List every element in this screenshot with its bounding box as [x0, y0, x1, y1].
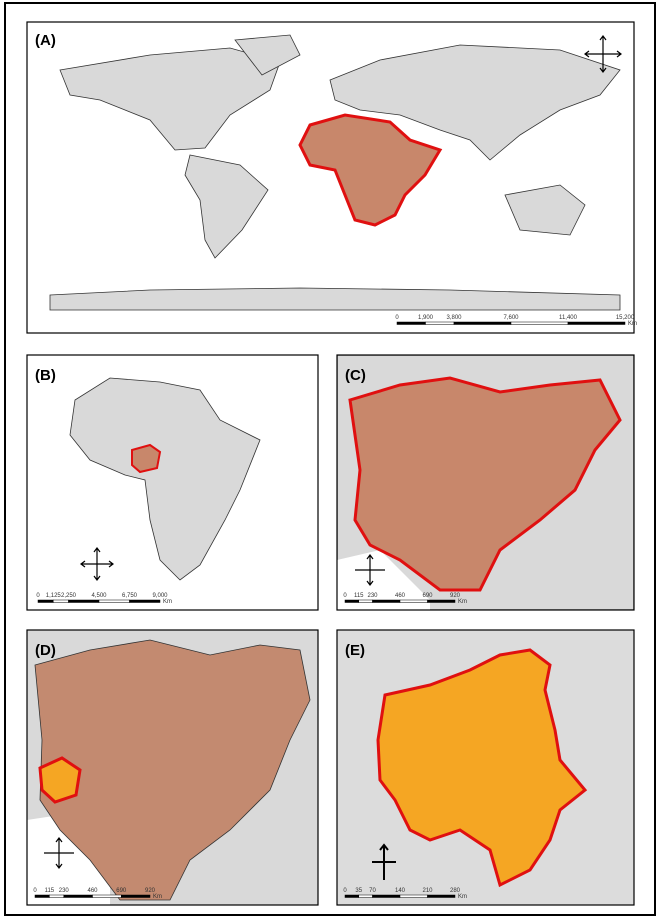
- panel-c: [337, 355, 634, 610]
- scale-label: 690: [116, 888, 127, 894]
- panel-label: (A): [35, 32, 56, 49]
- scale-label: 15,200: [616, 315, 635, 321]
- panel-d: [27, 630, 318, 905]
- scale-unit: Km: [458, 599, 467, 605]
- scale-label: 230: [367, 593, 378, 599]
- scale-segment: [453, 321, 512, 325]
- scale-segment: [372, 599, 401, 603]
- scale-segment: [92, 894, 122, 898]
- scale-label: 3,800: [446, 315, 462, 321]
- scale-label: 230: [59, 888, 70, 894]
- north-arrow: [584, 35, 622, 73]
- panel-e: [337, 630, 634, 905]
- scale-label: 4,500: [91, 593, 107, 599]
- scale-label: 35: [355, 888, 362, 894]
- scale-label: 920: [450, 593, 461, 599]
- scale-segment: [68, 599, 100, 603]
- scale-unit: Km: [628, 321, 637, 327]
- scale-label: 140: [395, 888, 406, 894]
- scale-label: 1,125: [46, 593, 62, 599]
- panel-label: (C): [345, 367, 366, 384]
- scale-segment: [129, 599, 161, 603]
- north-arrow: [372, 843, 396, 880]
- scale-segment: [121, 894, 151, 898]
- scale-segment: [344, 599, 359, 603]
- scale-label: 70: [369, 888, 376, 894]
- panel-label: (E): [345, 642, 365, 659]
- scale-label: 0: [33, 888, 37, 894]
- scale-label: 0: [36, 593, 40, 599]
- scale-label: 460: [395, 593, 406, 599]
- scale-segment: [34, 894, 50, 898]
- scale-segment: [358, 599, 373, 603]
- panel-label: (D): [35, 642, 56, 659]
- panel-b: (B): [26, 354, 319, 611]
- scale-segment: [98, 599, 130, 603]
- scale-segment: [396, 321, 426, 325]
- scale-segment: [427, 599, 456, 603]
- north-arrow: [80, 547, 114, 581]
- scale-label: 460: [87, 888, 98, 894]
- scale-label: 2,250: [61, 593, 77, 599]
- scale-label: 280: [450, 888, 461, 894]
- scale-label: 9,000: [152, 593, 168, 599]
- scale-segment: [425, 321, 455, 325]
- panel-a: (A): [26, 21, 635, 334]
- scale-label: 920: [145, 888, 156, 894]
- scale-unit: Km: [163, 599, 172, 605]
- scale-label: 0: [343, 888, 347, 894]
- scale-segment: [399, 894, 428, 898]
- scale-unit: Km: [153, 894, 162, 900]
- scale-label: 11,400: [559, 315, 578, 321]
- scale-label: 1,900: [418, 315, 434, 321]
- scale-segment: [63, 894, 93, 898]
- scale-segment: [427, 894, 456, 898]
- scale-label: 0: [343, 593, 347, 599]
- scale-label: 0: [395, 315, 399, 321]
- north-arrow: [44, 837, 74, 869]
- scale-segment: [372, 894, 401, 898]
- scale-label: 690: [422, 593, 433, 599]
- scale-segment: [344, 894, 359, 898]
- scale-label: 115: [354, 593, 364, 599]
- scale-segment: [358, 894, 373, 898]
- scale-segment: [567, 321, 626, 325]
- scale-label: 115: [45, 888, 55, 894]
- north-arrow: [355, 554, 385, 586]
- scale-segment: [510, 321, 569, 325]
- scale-unit: Km: [458, 894, 467, 900]
- scale-segment: [49, 894, 64, 898]
- scale-label: 7,600: [503, 315, 519, 321]
- scale-segment: [53, 599, 69, 603]
- scale-label: 6,750: [122, 593, 138, 599]
- panel-label: (B): [35, 367, 56, 384]
- scale-segment: [399, 599, 428, 603]
- scale-segment: [37, 599, 54, 603]
- scale-label: 210: [422, 888, 433, 894]
